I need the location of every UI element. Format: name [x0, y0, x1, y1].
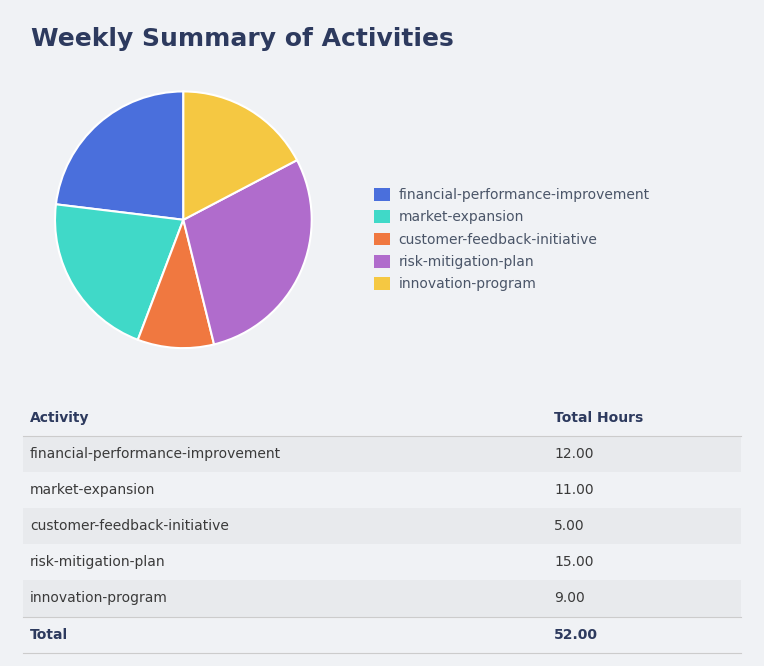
- Wedge shape: [183, 160, 312, 344]
- Wedge shape: [56, 91, 183, 220]
- Text: Total Hours: Total Hours: [555, 411, 643, 425]
- Text: financial-performance-improvement: financial-performance-improvement: [30, 447, 281, 461]
- FancyBboxPatch shape: [23, 508, 741, 544]
- FancyBboxPatch shape: [23, 436, 741, 472]
- Text: 11.00: 11.00: [555, 483, 594, 497]
- Text: market-expansion: market-expansion: [30, 483, 156, 497]
- Text: innovation-program: innovation-program: [30, 591, 168, 605]
- Text: 9.00: 9.00: [555, 591, 585, 605]
- Text: 52.00: 52.00: [555, 627, 598, 641]
- Legend: financial-performance-improvement, market-expansion, customer-feedback-initiativ: financial-performance-improvement, marke…: [374, 188, 650, 292]
- Text: Total: Total: [30, 627, 68, 641]
- Text: Activity: Activity: [30, 411, 89, 425]
- Text: 15.00: 15.00: [555, 555, 594, 569]
- Wedge shape: [55, 204, 183, 340]
- Text: 12.00: 12.00: [555, 447, 594, 461]
- FancyBboxPatch shape: [23, 580, 741, 617]
- Wedge shape: [183, 91, 297, 220]
- Text: 5.00: 5.00: [555, 519, 585, 533]
- Text: Weekly Summary of Activities: Weekly Summary of Activities: [31, 27, 453, 51]
- Wedge shape: [138, 220, 214, 348]
- Text: risk-mitigation-plan: risk-mitigation-plan: [30, 555, 166, 569]
- Text: customer-feedback-initiative: customer-feedback-initiative: [30, 519, 229, 533]
